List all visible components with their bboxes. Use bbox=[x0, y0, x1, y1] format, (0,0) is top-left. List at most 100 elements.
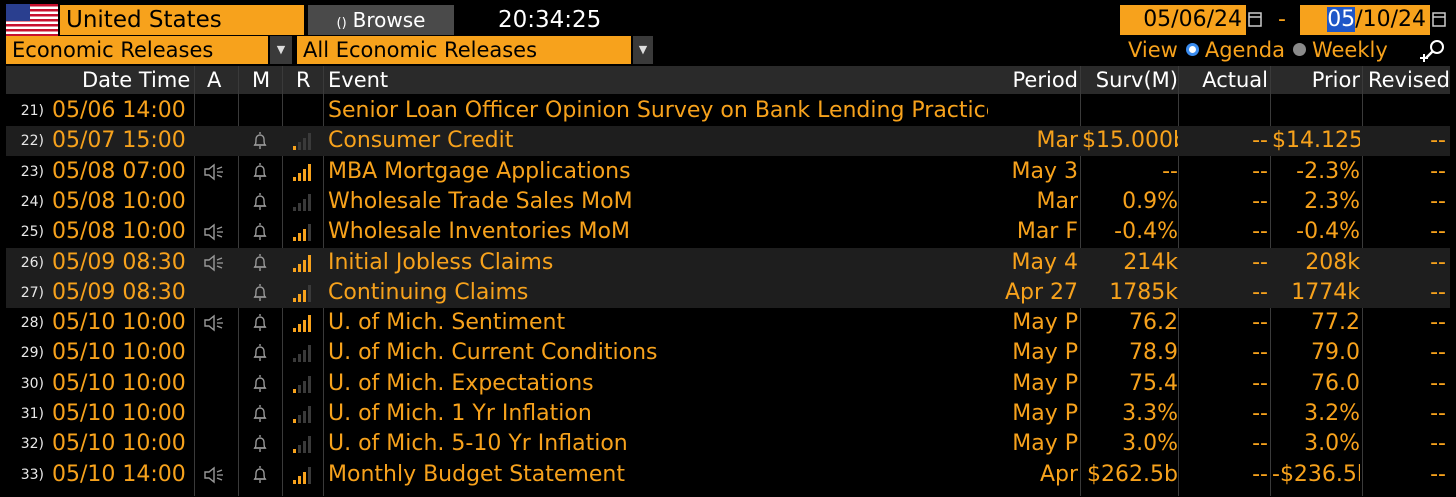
bell-icon[interactable] bbox=[248, 399, 272, 429]
cell-prior: 208k bbox=[1305, 249, 1360, 275]
end-date-field[interactable]: 05/10/24 bbox=[1300, 5, 1430, 35]
cell-prior: $14.125 bbox=[1272, 128, 1360, 154]
table-row[interactable]: 28) 05/10 10:00 U. of Mich. Sentiment May P… bbox=[6, 308, 1450, 338]
speaker-icon[interactable] bbox=[202, 217, 226, 247]
cell-event: Initial Jobless Claims bbox=[328, 249, 554, 275]
speaker-icon[interactable] bbox=[202, 460, 226, 490]
column-header-datetime[interactable]: Date Time bbox=[82, 68, 191, 92]
calendar-icon[interactable] bbox=[1432, 5, 1446, 35]
country-field[interactable]: United States bbox=[60, 5, 304, 35]
cell-actual: -- bbox=[1252, 158, 1268, 184]
cell-actual: -- bbox=[1252, 401, 1268, 426]
table-row[interactable]: 30) 05/10 10:00 U. of Mich. Expectations Ma… bbox=[6, 369, 1450, 399]
bell-icon[interactable] bbox=[248, 187, 272, 217]
browse-button[interactable]: () Browse bbox=[308, 5, 454, 35]
speaker-icon[interactable] bbox=[202, 399, 226, 429]
cell-actual: -- bbox=[1252, 188, 1268, 214]
speaker-icon[interactable] bbox=[202, 338, 226, 368]
cell-event: U. of Mich. 5-10 Yr Inflation bbox=[328, 431, 628, 457]
cell-surv: 214k bbox=[1123, 249, 1178, 275]
row-index: 28) bbox=[20, 315, 44, 332]
view-label: View bbox=[1128, 38, 1178, 62]
chevron-down-icon[interactable]: ▼ bbox=[633, 36, 653, 64]
table-row[interactable]: 33) 05/10 14:00 Monthly Budget Statement Ap… bbox=[6, 460, 1450, 490]
us-flag-icon bbox=[6, 4, 58, 36]
cell-surv: $15.000b bbox=[1082, 128, 1178, 154]
column-header-revised[interactable]: Revised bbox=[1367, 68, 1450, 92]
table-row[interactable]: 32) 05/10 10:00 U. of Mich. 5-10 Yr Inflat… bbox=[6, 429, 1450, 459]
cell-revised: -- bbox=[1430, 461, 1446, 487]
bell-icon[interactable] bbox=[248, 308, 272, 338]
view-option-weekly[interactable]: Weekly bbox=[1311, 38, 1388, 62]
table-row[interactable]: 31) 05/10 10:00 U. of Mich. 1 Yr Inflation… bbox=[6, 399, 1450, 429]
row-index: 25) bbox=[20, 224, 44, 241]
speaker-icon[interactable] bbox=[202, 96, 226, 126]
cell-revised: -- bbox=[1430, 370, 1446, 396]
column-header-actual[interactable]: Actual bbox=[1202, 68, 1268, 92]
speaker-icon[interactable] bbox=[202, 187, 226, 217]
speaker-icon[interactable] bbox=[202, 429, 226, 459]
table-row[interactable]: 22) 05/07 15:00 Consumer Credit Mar $15.000b… bbox=[6, 126, 1450, 157]
bell-icon[interactable] bbox=[248, 248, 272, 278]
cell-surv: -0.4% bbox=[1114, 219, 1178, 245]
cell-actual: -- bbox=[1252, 340, 1268, 366]
table-row[interactable]: 23) 05/08 07:00 MBA Mortgage Applications M… bbox=[6, 157, 1450, 187]
table-row[interactable]: 24) 05/08 10:00 Wholesale Trade Sales MoM M… bbox=[6, 187, 1450, 217]
bell-icon[interactable] bbox=[248, 460, 272, 490]
table-row[interactable]: 26) 05/09 08:30 Initial Jobless Claims May … bbox=[6, 247, 1450, 278]
cell-period: Apr bbox=[1039, 461, 1078, 487]
cell-datetime: 05/08 10:00 bbox=[52, 188, 186, 214]
table-row[interactable]: 21) 05/06 14:00 Senior Loan Officer Opinio… bbox=[6, 96, 1450, 126]
view-option-agenda[interactable]: Agenda bbox=[1204, 38, 1285, 62]
row-index: 26) bbox=[20, 254, 44, 271]
chevron-down-icon[interactable]: ▼ bbox=[270, 36, 292, 64]
subcategory-select[interactable]: All Economic Releases bbox=[297, 36, 631, 64]
bell-icon[interactable] bbox=[248, 126, 272, 156]
cell-revised: -- bbox=[1430, 128, 1446, 154]
speaker-icon[interactable] bbox=[202, 278, 226, 308]
start-date-field[interactable]: 05/06/24 bbox=[1120, 5, 1246, 35]
cell-actual: -- bbox=[1252, 370, 1268, 396]
column-header-period[interactable]: Period bbox=[1012, 68, 1078, 92]
cell-revised: -- bbox=[1430, 249, 1446, 275]
radio-weekly[interactable] bbox=[1292, 43, 1306, 56]
bell-icon[interactable] bbox=[248, 96, 272, 126]
column-header-a[interactable]: A bbox=[207, 68, 222, 92]
speaker-icon[interactable] bbox=[202, 308, 226, 338]
cell-actual: -- bbox=[1252, 249, 1268, 275]
cell-event: Consumer Credit bbox=[328, 128, 514, 154]
bell-icon[interactable] bbox=[248, 338, 272, 368]
speaker-icon[interactable] bbox=[202, 157, 226, 187]
bell-icon[interactable] bbox=[248, 369, 272, 399]
column-header-prior[interactable]: Prior bbox=[1311, 68, 1360, 92]
row-index: 31) bbox=[20, 406, 44, 422]
bell-icon[interactable] bbox=[248, 217, 272, 247]
bell-icon[interactable] bbox=[248, 429, 272, 459]
zoom-icon[interactable] bbox=[1418, 38, 1448, 64]
calendar-icon[interactable] bbox=[1248, 5, 1262, 35]
radio-agenda[interactable] bbox=[1185, 43, 1199, 56]
cell-event: U. of Mich. Expectations bbox=[328, 370, 594, 396]
speaker-icon[interactable] bbox=[202, 126, 226, 156]
speaker-icon[interactable] bbox=[202, 248, 226, 278]
bell-icon[interactable] bbox=[248, 278, 272, 308]
cell-datetime: 05/10 14:00 bbox=[52, 461, 186, 487]
table-row[interactable]: 25) 05/08 10:00 Wholesale Inventories MoM M… bbox=[6, 217, 1450, 247]
table-row[interactable]: 27) 05/09 08:30 Continuing Claims Apr 27 178… bbox=[6, 277, 1450, 308]
column-header-m[interactable]: M bbox=[252, 68, 271, 92]
table-row[interactable]: 29) 05/10 10:00 U. of Mich. Current Condit… bbox=[6, 338, 1450, 368]
category-select[interactable]: Economic Releases bbox=[6, 36, 268, 64]
cell-revised: -- bbox=[1430, 310, 1446, 336]
cell-event: Wholesale Trade Sales MoM bbox=[328, 188, 633, 214]
cell-actual: -- bbox=[1252, 431, 1268, 457]
cell-revised: -- bbox=[1430, 279, 1446, 305]
speaker-icon[interactable] bbox=[202, 369, 226, 399]
bell-icon[interactable] bbox=[248, 157, 272, 187]
column-header-surv[interactable]: Surv(M) bbox=[1095, 68, 1178, 92]
cell-period: May P bbox=[1012, 370, 1078, 396]
cell-revised: -- bbox=[1430, 188, 1446, 214]
row-index: 24) bbox=[20, 193, 44, 210]
column-header-r[interactable]: R bbox=[296, 68, 311, 92]
cell-event: U. of Mich. Sentiment bbox=[328, 310, 566, 336]
column-header-event[interactable]: Event bbox=[328, 68, 389, 92]
